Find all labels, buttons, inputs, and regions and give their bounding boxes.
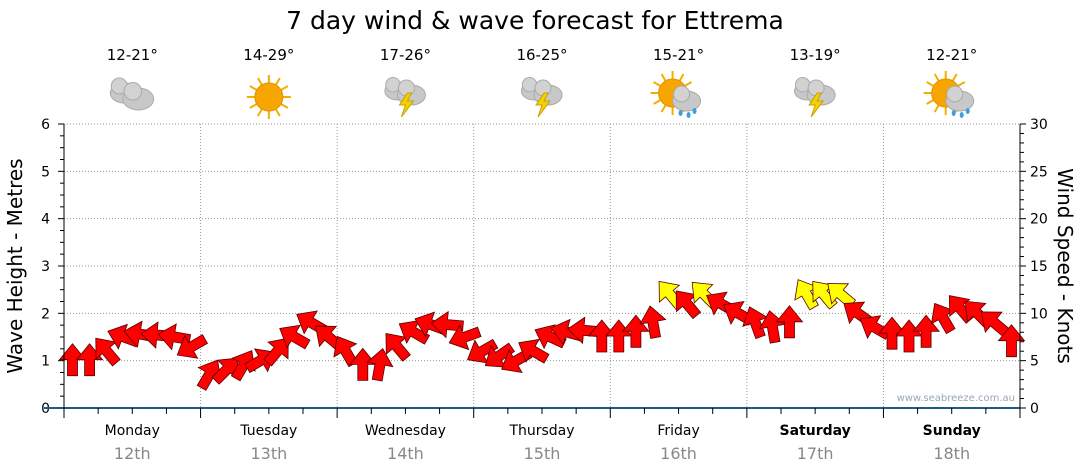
right-tick-label: 10 (1030, 306, 1048, 322)
day-date: 14th (387, 444, 424, 463)
wind-arrows (58, 279, 1026, 391)
wind-arrow (518, 338, 550, 364)
day-name: Sunday (923, 423, 981, 439)
thunderstorm-icon (384, 77, 426, 118)
left-tick-label: 6 (41, 117, 50, 133)
wind-arrow (448, 324, 482, 351)
day-name: Thursday (508, 423, 574, 439)
day-name: Friday (657, 423, 699, 439)
wind-arrow (775, 305, 804, 339)
left-tick-label: 3 (41, 259, 50, 275)
weather-icons: 12-21° 14-29° 17-26° 16-25° 15-21° 13-19° 12-2… (107, 46, 977, 119)
left-tick-label: 2 (41, 306, 50, 322)
day-date: 18th (933, 444, 970, 463)
cloudy-icon (109, 77, 155, 111)
axes: 0123456051015202530Monday12thTuesday13th… (41, 117, 1048, 463)
day-date: 13th (250, 444, 287, 463)
left-tick-label: 5 (41, 164, 50, 180)
day-name: Tuesday (239, 423, 297, 439)
left-axis-label: Wave Height - Metres (3, 158, 27, 373)
wind-arrow (279, 324, 311, 350)
wind-arrow (997, 324, 1026, 358)
right-axis-label: Wind Speed - Knots (1053, 168, 1077, 364)
day-name: Wednesday (365, 423, 446, 439)
day-name: Saturday (780, 423, 851, 439)
wind-arrow (263, 337, 289, 367)
sun-shower-icon (923, 71, 975, 118)
day-date: 16th (660, 444, 697, 463)
sun-shower-icon (650, 71, 702, 118)
wind-arrow (366, 348, 394, 382)
left-tick-label: 1 (41, 354, 50, 370)
day-date: 12th (114, 444, 151, 463)
right-tick-label: 15 (1030, 259, 1048, 275)
watermark: www.seabreeze.com.au (897, 393, 1015, 404)
right-tick-label: 25 (1030, 164, 1048, 180)
day-temp: 17-26° (380, 46, 431, 64)
wind-arrow (430, 310, 464, 339)
day-date: 15th (524, 444, 561, 463)
right-tick-label: 0 (1030, 401, 1039, 417)
wind-arrow (348, 347, 377, 381)
wind-arrow (639, 305, 667, 339)
left-tick-label: 4 (41, 212, 50, 228)
wind-arrow (176, 334, 209, 359)
day-temp: 15-21° (653, 46, 704, 64)
day-date: 17th (797, 444, 834, 463)
day-temp: 14-29° (243, 46, 294, 64)
sunny-icon (246, 75, 291, 119)
grid (64, 123, 1020, 408)
day-temp: 16-25° (516, 46, 567, 64)
thunderstorm-icon (794, 77, 836, 118)
thunderstorm-icon (520, 77, 563, 118)
right-tick-label: 30 (1030, 117, 1048, 133)
day-temp: 13-19° (790, 46, 841, 64)
chart-title: 7 day wind & wave forecast for Ettrema (286, 6, 784, 35)
right-tick-label: 5 (1030, 354, 1039, 370)
right-tick-label: 20 (1030, 212, 1048, 228)
day-temp: 12-21° (926, 46, 977, 64)
day-name: Monday (105, 423, 160, 439)
day-temp: 12-21° (107, 46, 158, 64)
